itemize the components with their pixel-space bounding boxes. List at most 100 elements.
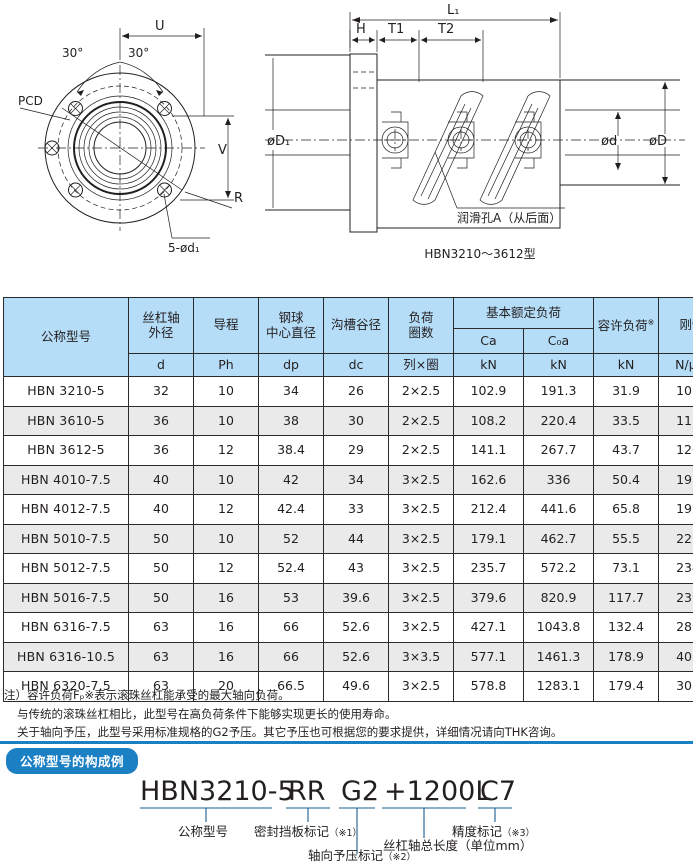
table-row[interactable]: HBN 4012-7.5 40 12 42.4 33 3×2.5 212.4 441.6 65.… [3,494,693,525]
table-row[interactable]: HBN 3210-5321034262×2.5102.9191.331.9107… [3,376,693,407]
example-part-preload: G2 [341,776,379,807]
cell-ca: 102.9 [453,376,524,407]
cell-ca: 427.1 [453,612,524,643]
cell-model: HBN 5012-7.5 [3,553,129,584]
note-line-1: 注）容许负荷Fₚ※表示滚珠丝杠能承受的最大轴向负荷。 [4,688,290,702]
cell-k: 1207 [658,435,693,466]
cell-turns: 2×2.5 [388,435,454,466]
cell-dp: 52 [258,523,324,554]
example-part-seal: RR [288,776,326,807]
example-label-length: 丝杠轴总长度（单位mm） [383,838,532,853]
cell-ca: 379.6 [453,582,524,613]
table-row[interactable]: HBN 6316-7.5 63 16 66 52.6 3×2.5 427.1 1043.8 13… [3,612,693,643]
th-basic-rated-load: 基本额定负荷 [452,297,595,329]
cell-dc: 52.6 [323,641,389,672]
cell-turns: 3×2.5 [388,582,454,613]
cell-ph: 16 [193,641,259,672]
spec-table-head: 公称型号 丝杠轴 外径 导程 钢球 中心直径 沟槽谷径 负荷 圈数 [3,297,693,377]
table-row[interactable]: HBN 6316-10.5 63 16 66 52.6 3×3.5 577.1 1461.3 1… [3,641,693,672]
th-shaft-od-line1: 丝杠轴 [142,310,180,326]
table-row[interactable]: HBN 4010-7.5401042343×2.5162.633650.4191… [3,464,693,495]
cell-d: 50 [128,582,194,613]
cell-ph: 12 [193,553,259,584]
th-unit-fp: kN [593,353,660,377]
cell-k: 1176 [658,405,693,436]
cell-ph: 16 [193,612,259,643]
table-row[interactable]: HBN 5016-7.5 50 16 53 39.6 3×2.5 379.6 820.9 117… [3,582,693,613]
cell-d: 36 [128,435,194,466]
note-line-3: 关于轴向予压，此型号采用标准规格的G2予压。其它予压也可根据您的要求提供，详细情… [17,725,563,740]
cell-dc: 43 [323,553,389,584]
cell-turns: 3×3.5 [388,641,454,672]
cell-c0a: 572.2 [522,553,595,584]
example-part-model: HBN3210-5 [140,776,295,807]
cell-ca: 577.1 [453,641,524,672]
label-v: V [218,143,227,158]
cell-fp: 179.4 [593,671,660,702]
cell-d: 63 [128,641,194,672]
cell-model: HBN 6320-7.5 [3,671,129,702]
th-sym-ph: Ph [193,353,259,377]
note-line-2: 与传统的滚珠丝杠相比，此型号在高负荷条件下能够实现更长的使用寿命。 [17,706,397,721]
flange-front-view: PCD 30° 30° U V R 5-ød₁ [18,19,243,255]
th-permissible-load-text: 容许负荷 [597,317,648,333]
cell-dp: 38 [258,405,324,436]
cell-ca: 179.1 [453,523,524,554]
notes-block: 注）容许负荷Fₚ※表示滚珠丝杠能承受的最大轴向负荷。 与传统的滚珠丝杠相比，此型… [4,686,690,742]
th-ball-pcd-line1: 钢球 [278,310,304,326]
cell-ca: 578.8 [453,671,524,702]
table-row[interactable]: HBN 5012-7.5 50 12 52.4 43 3×2.5 235.7 572.2 73.… [3,553,693,584]
table-row[interactable]: HBN 3612-5 36 12 38.4 29 2×2.5 141.1 267.7 43.7 1… [3,435,693,466]
cell-ca: 141.1 [453,435,524,466]
th-shaft-od: 丝杠轴 外径 [128,297,194,354]
th-c0a: C₀a [522,328,595,354]
section-divider [0,741,693,744]
label-d1: øD₁ [267,134,290,149]
th-unit-k: N/μm [658,353,693,377]
cell-ca: 162.6 [453,464,524,495]
cell-dc: 49.6 [323,671,389,702]
th-shaft-od-line2: 外径 [148,324,174,340]
label-h: H [356,22,366,37]
cell-k: 1077 [658,376,693,407]
cell-model: HBN 3610-5 [3,405,129,436]
cell-fp: 31.9 [593,376,660,407]
cell-d: 63 [128,612,194,643]
cell-ph: 10 [193,376,259,407]
cell-k: 1922 [658,494,693,525]
th-unit-c0a: kN [522,353,595,377]
cell-fp: 33.5 [593,405,660,436]
label-grease-hole: 润滑孔A（从后面） [457,211,561,225]
example-label-seal: 密封挡板标记（※1） [254,824,362,839]
cell-c0a: 220.4 [522,405,595,436]
cell-k: 2345 [658,553,693,584]
label-r: R [234,191,243,206]
cell-fp: 65.8 [593,494,660,525]
cell-model: HBN 4012-7.5 [3,494,129,525]
cell-model: HBN 6316-10.5 [3,641,129,672]
cell-dp: 34 [258,376,324,407]
cell-k: 2392 [658,582,693,613]
cell-ph: 10 [193,405,259,436]
cell-dp: 66 [258,612,324,643]
cell-k: 2898 [658,612,693,643]
section-view-caption: HBN3210～3612型 [424,247,535,261]
cell-model: HBN 3612-5 [3,435,129,466]
model-number-breakdown: HBN3210-5 RR G2 +1200L C7 公称型号 密封挡板标记（※1… [140,776,535,862]
label-angle-right: 30° [128,46,149,60]
th-ball-pcd-line2: 中心直径 [265,324,316,340]
th-sym-dc: dc [323,353,389,377]
cell-fp: 132.4 [593,612,660,643]
table-row[interactable]: HBN 3610-5361038302×2.5108.2220.433.5117… [3,405,693,436]
example-label-accuracy-text: 精度标记 [452,824,503,839]
th-sym-dp: dp [258,353,324,377]
cell-turns: 3×2.5 [388,612,454,643]
label-t1: T1 [387,22,404,37]
cell-k: 4029 [658,641,693,672]
label-d-big: øD [649,134,667,149]
cell-ph: 12 [193,435,259,466]
table-row[interactable]: HBN 6320-7.5 63 20 66.5 49.6 3×2.5 578.8 1283.1… [3,671,693,702]
table-row[interactable]: HBN 5010-7.5 50 10 52 44 3×2.5 179.1 462.7 55.5 2… [3,523,693,554]
cell-k: 1910 [658,464,693,495]
cell-dc: 39.6 [323,582,389,613]
